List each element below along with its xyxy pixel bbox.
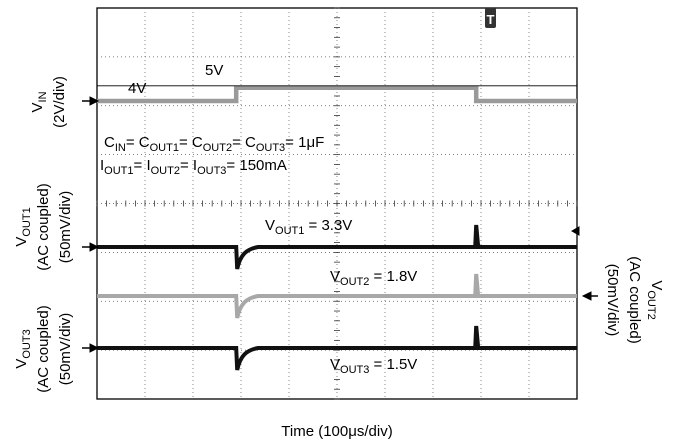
svg-text:VOUT2: VOUT2 xyxy=(645,280,665,319)
trigger-marker-label: T xyxy=(487,12,495,27)
vout3-channel-label: VOUT3 (AC coupled) (50mV/div) xyxy=(13,305,74,393)
vout2-marker-arrow xyxy=(581,291,592,301)
vout3-value-label: VOUT3 = 1.5V xyxy=(330,356,417,376)
vin-level-5v-label: 5V xyxy=(205,62,223,79)
vout1-value-label: VOUT1 = 3.3V xyxy=(265,217,352,237)
vout3-scale-label: (50mV/div) xyxy=(57,313,74,386)
chart-traces xyxy=(97,85,577,371)
vout2-channel-label: VOUT2 (AC coupled) (50mV/div) xyxy=(604,256,665,344)
vout2-value-label: VOUT2 = 1.8V xyxy=(330,268,417,288)
channel-markers xyxy=(82,96,598,353)
vout1-trace xyxy=(97,224,577,270)
vin-channel-label: VIN (2V/div) xyxy=(29,76,68,128)
vin-trace xyxy=(97,85,577,104)
chart-grid xyxy=(96,7,578,400)
conditions-line-1: CIN= COUT1= COUT2= COUT3= 1μF xyxy=(104,134,324,154)
vout2-coupling-label: (AC coupled) xyxy=(626,256,643,344)
svg-text:VOUT3: VOUT3 xyxy=(13,329,33,368)
vout3-marker-arrow xyxy=(89,343,100,353)
vin-marker-arrow xyxy=(89,96,100,106)
trigger-marker: T xyxy=(485,8,496,28)
conditions-line-2: IOUT1= IOUT2= IOUT3= 150mA xyxy=(100,157,287,177)
vout2-scale-label: (50mV/div) xyxy=(604,264,621,337)
vin-scale-label: (2V/div) xyxy=(51,76,68,128)
vout1-coupling-label: (AC coupled) xyxy=(35,183,52,271)
vout1-trigger-level-arrow xyxy=(570,226,580,236)
vout2-trace xyxy=(97,273,577,319)
vin-level-4v-label: 4V xyxy=(128,80,146,97)
vout1-scale-label: (50mV/div) xyxy=(57,191,74,264)
vout1-channel-label: VOUT1 (AC coupled) (50mV/div) xyxy=(13,183,74,271)
x-axis-label: Time (100μs/div) xyxy=(281,423,392,440)
svg-text:VIN: VIN xyxy=(29,91,49,112)
svg-text:VOUT1: VOUT1 xyxy=(13,207,33,246)
vout3-coupling-label: (AC coupled) xyxy=(35,305,52,393)
vout1-marker-arrow xyxy=(89,242,100,252)
vout3-trace xyxy=(97,325,577,371)
